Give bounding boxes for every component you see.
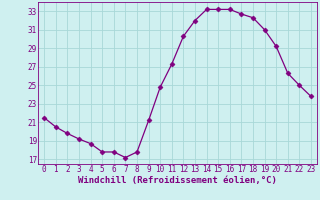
X-axis label: Windchill (Refroidissement éolien,°C): Windchill (Refroidissement éolien,°C) [78,176,277,185]
